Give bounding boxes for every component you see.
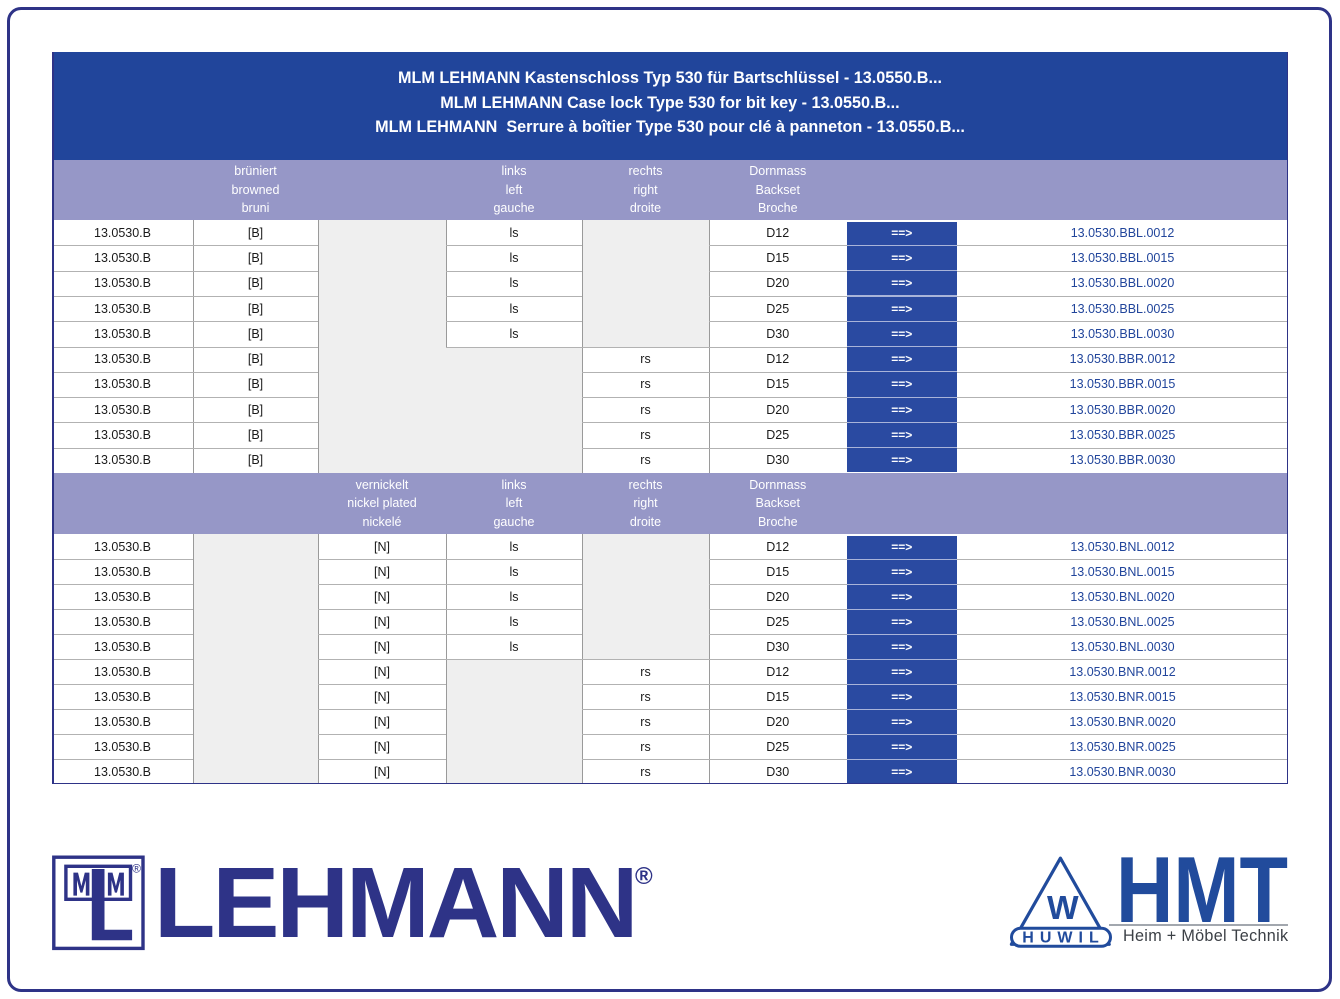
svg-text:®: ® — [132, 862, 141, 876]
svg-text:W: W — [1047, 890, 1079, 927]
svg-text:HUWIL: HUWIL — [1022, 930, 1104, 947]
